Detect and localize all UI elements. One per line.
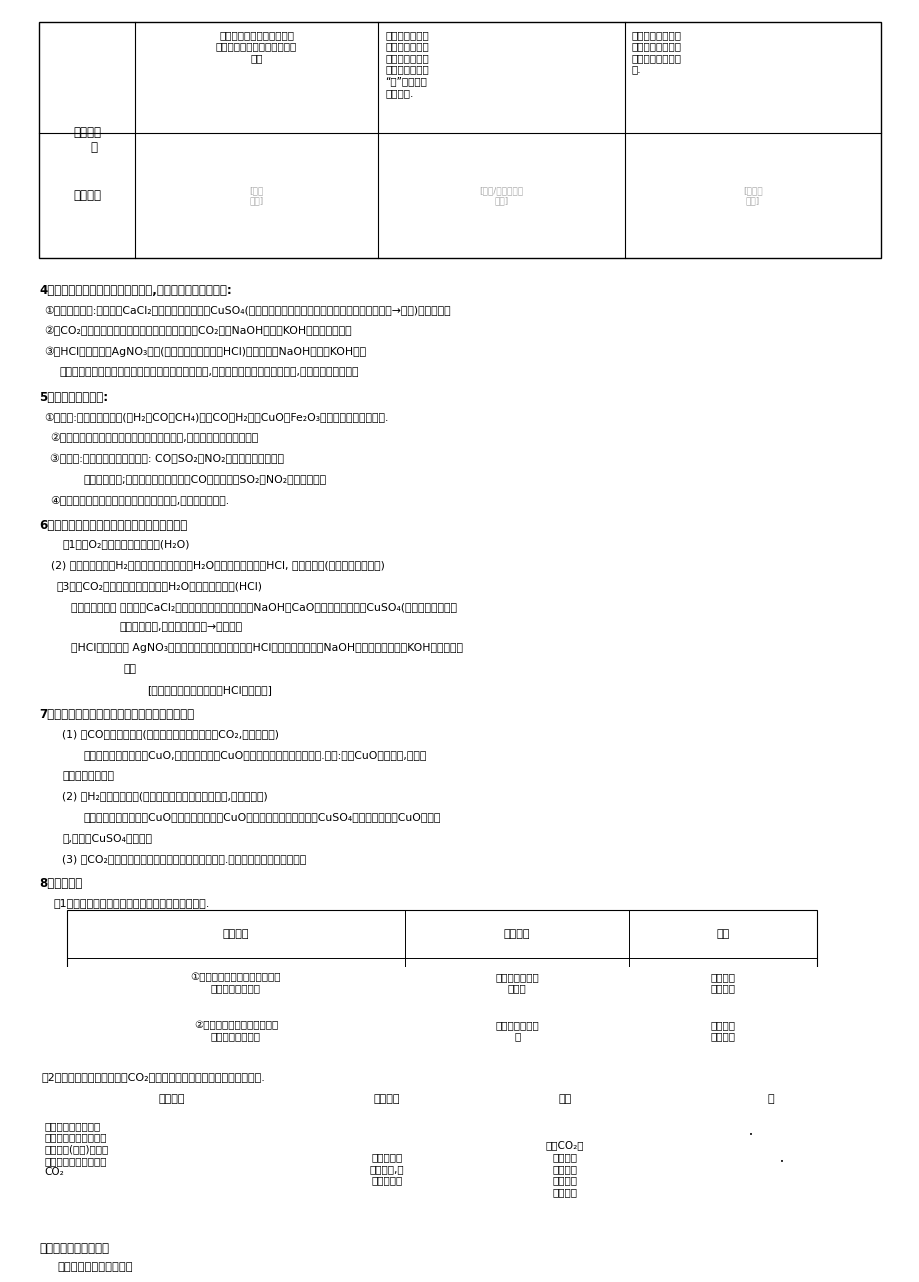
Text: 实验步骤: 实验步骤 (158, 1094, 185, 1104)
Text: ④防倒吸：加热法制取并用排水法收集气体,要注意熄灯顺序.: ④防倒吸：加热法制取并用排水法收集气体,要注意熄灯顺序. (51, 495, 229, 505)
Text: 将燃着的木条靠近
集气瓶口，若木条
熄灭，说明已收集
满.: 将燃着的木条靠近 集气瓶口，若木条 熄灭，说明已收集 满. (631, 29, 681, 74)
Text: 色,且无水CuSO₄变蓝色。: 色,且无水CuSO₄变蓝色。 (62, 833, 152, 842)
Text: ①除水蒸气可用:浓流酸、CaCl₂固体、碱石灰、无水CuSO₄(并且可以检验杂质中有无水蒸气，有则颜色由白色→蓝色)、生石灰等: ①除水蒸气可用:浓流酸、CaCl₂固体、碱石灰、无水CuSO₄(并且可以检验杂质… (44, 305, 450, 315)
Text: 石灰水要变浑浊。: 石灰水要变浑浊。 (62, 770, 114, 781)
Text: ①将蜡烛点燃，在火焰上方单一
个干燥洁净的烧杯: ①将蜡烛点燃，在火焰上方单一 个干燥洁净的烧杯 (190, 972, 281, 994)
Text: 将混合气体通入灼热的CuO,再将经过灼热的CuO的混合气体通入澄清石灰水.现象:黑色CuO变成红色,且澄清: 将混合气体通入灼热的CuO,再将经过灼热的CuO的混合气体通入澄清石灰水.现象:… (83, 750, 426, 760)
Text: 中有无水蒸气,有则颜色由白色→蓝色）等: 中有无水蒸气,有则颜色由白色→蓝色）等 (119, 622, 243, 632)
Text: 5、实验注意的地方:: 5、实验注意的地方: (40, 391, 108, 404)
Text: 阶梯下层的
蜡烛先灭,上
层的后灭。: 阶梯下层的 蜡烛先灭,上 层的后灭。 (369, 1153, 403, 1186)
Text: 通风厨中进行;并要注意尾气的处理：CO点燃烧掉；SO₂、NO₂用碱液吸收。: 通风厨中进行;并要注意尾气的处理：CO点燃烧掉；SO₂、NO₂用碱液吸收。 (83, 474, 326, 485)
Text: 用拇指堵住倒置
已收集满氢气的
试管，靠近火焰
移开手指，若为
“噗”的一声，
说明已纯.: 用拇指堵住倒置 已收集满氢气的 试管，靠近火焰 移开手指，若为 “噗”的一声， … (384, 29, 428, 97)
Text: 实验现象: 实验现象 (504, 929, 530, 940)
Text: ②除CO₂可用：澄清石灰水（可检验出杂质中有无CO₂）、NaOH溶液、KOH溶液、碱石灰等: ②除CO₂可用：澄清石灰水（可检验出杂质中有无CO₂）、NaOH溶液、KOH溶液… (44, 326, 351, 336)
Text: •: • (748, 1132, 752, 1138)
Bar (67, 910, 816, 1055)
Text: 体）: 体） (123, 664, 136, 674)
Text: ③除HCl气体可用：AgNO₃溶液(可检验出杂质中有无HCl)、石灰水、NaOH溶液、KOH溶液: ③除HCl气体可用：AgNO₃溶液(可检验出杂质中有无HCl)、石灰水、NaOH… (44, 346, 366, 356)
Bar (40, 1085, 879, 1224)
Text: (1) 有CO的验证方法：(先验证混合气体中是否有CO₂,有则先除掉): (1) 有CO的验证方法：(先验证混合气体中是否有CO₂,有则先除掉) (62, 729, 278, 740)
Text: [过滤/有孔塑料板
装置]: [过滤/有孔塑料板 装置] (479, 186, 523, 205)
Text: 检验、鉴别、推断的含义: 检验、鉴别、推断的含义 (58, 1263, 133, 1272)
Text: 证明蜡烛
有氢元素: 证明蜡烛 有氢元素 (709, 972, 734, 994)
Text: 结论: 结论 (558, 1094, 572, 1104)
Text: ②防暴沸：稀释浓硫酸时，将浓硫酸倒入水中,不能把水倒入浓硫酸中。: ②防暴沸：稀释浓硫酸时，将浓硫酸倒入水中,不能把水倒入浓硫酸中。 (51, 432, 258, 444)
Text: 烧杯内壁有小水
珠生成: 烧杯内壁有小水 珠生成 (494, 972, 539, 994)
Text: 除HCl气体的试剂 AgNO₃溶液（并可检验出杂质中有无HCl）、澄清石灰水、NaOH溶液（或固体）、KOH溶液（或固: 除HCl气体的试剂 AgNO₃溶液（并可检验出杂质中有无HCl）、澄清石灰水、N… (72, 644, 463, 653)
Text: 实验步骤: 实验步骤 (222, 929, 249, 940)
Text: 澄清石灰水交浑
浊: 澄清石灰水交浑 浊 (494, 1020, 539, 1041)
Text: 验满或验
    纯: 验满或验 纯 (74, 126, 101, 154)
Text: （3）制CO₂要除的杂质：水蒸气（H₂O）、氯化氢气体(HCl): （3）制CO₂要除的杂质：水蒸气（H₂O）、氯化氢气体(HCl) (57, 581, 263, 591)
Text: 把两支蜡烛放到具有
阶梯的架上，把此架放
在烧杯里(如图)，点燃
蜡烛，再沿烧杯壁倾倒
CO₂: 把两支蜡烛放到具有 阶梯的架上，把此架放 在烧杯里(如图)，点燃 蜡烛，再沿烧杯… (45, 1120, 109, 1177)
Text: (2) 用盐酸和锌粒制H₂要除的杂质：水蒸气（H₂O）、氯化氢气体（HCl, 盐酸酸雾）(用稀硫酸没此杂质): (2) 用盐酸和锌粒制H₂要除的杂质：水蒸气（H₂O）、氯化氢气体（HCl, 盐… (51, 560, 385, 570)
Text: 6、实验室制取三大气体中常见的要除的杂质：: 6、实验室制取三大气体中常见的要除的杂质： (40, 519, 187, 532)
Text: ①防爆炸:点燃可燃性气体(如H₂、CO、CH₄)或用CO、H₂还原CuO、Fe₂O₃之前，要检验气体纯度.: ①防爆炸:点燃可燃性气体(如H₂、CO、CH₄)或用CO、H₂还原CuO、Fe₂… (44, 412, 388, 422)
Text: [蒸馏
装置]: [蒸馏 装置] (249, 186, 264, 205)
Text: 证明CO₂具
有不支持
燃烧和密
度比空气
大的性质: 证明CO₂具 有不支持 燃烧和密 度比空气 大的性质 (545, 1141, 584, 1197)
Text: 将混合气体通入灼热的CuO，再将经过灼热的CuO的混合气体通入盛有无水CuSO₄中。现象：黑色CuO变成红: 将混合气体通入灼热的CuO，再将经过灼热的CuO的混合气体通入盛有无水CuSO₄… (83, 812, 440, 822)
Text: (2) 有H₂的验证方法：(先验证混合气体中是否有水份,有则先除掉): (2) 有H₂的验证方法：(先验证混合气体中是否有水份,有则先除掉) (62, 791, 267, 801)
Text: [集气瓶
装置]: [集气瓶 装置] (742, 186, 762, 205)
Text: ②在蜡烛火焰上方罩一个蘸有
澄清石灰水的烧杯: ②在蜡烛火焰上方罩一个蘸有 澄清石灰水的烧杯 (194, 1020, 278, 1041)
Text: ③防中毒:进行有关有毒气体（如: CO、SO₂、NO₂）的性质实验时，在: ③防中毒:进行有关有毒气体（如: CO、SO₂、NO₂）的性质实验时，在 (51, 454, 284, 464)
Text: （1）试设计一个实验证明蜡烛中含有碳氢两种元素.: （1）试设计一个实验证明蜡烛中含有碳氢两种元素. (53, 899, 210, 908)
Text: 图: 图 (766, 1094, 774, 1104)
Text: [生石灰、碱石灰也可以跟HCl气体反应]: [生石灰、碱石灰也可以跟HCl气体反应] (147, 685, 272, 695)
Text: 4、实验用到的气体要求是比较纯净,除去常见杂质具体方法:: 4、实验用到的气体要求是比较纯净,除去常见杂质具体方法: (40, 285, 232, 297)
Text: (3) 有CO₂的验证方法：将混合气体通入澄清石灰水.现象：澄清石灰水交浑浊。: (3) 有CO₂的验证方法：将混合气体通入澄清石灰水.现象：澄清石灰水交浑浊。 (62, 854, 306, 864)
Text: 证明蜡烛
有碳元素: 证明蜡烛 有碳元素 (709, 1020, 734, 1041)
Text: 除水蒸气的试剂 浓流酸、CaCl₂固体、碱石灰（主要成份是NaOH和CaO）、生石灰、无水CuSO₄(并且可以检验杂质: 除水蒸气的试剂 浓流酸、CaCl₂固体、碱石灰（主要成份是NaOH和CaO）、生… (72, 601, 457, 612)
Text: •: • (779, 1159, 783, 1165)
Text: 二、物质的鉴别和推断: 二、物质的鉴别和推断 (40, 1241, 109, 1255)
Text: （1）制O₂要除的杂质：水蒸气(H₂O): （1）制O₂要除的杂质：水蒸气(H₂O) (62, 540, 189, 550)
Text: 除气体杂质的原则：用某物质吸收杂质或跟杂质反应,但不能吸收或跟有效成份反应,或者生成新的杂质。: 除气体杂质的原则：用某物质吸收杂质或跟杂质反应,但不能吸收或跟有效成份反应,或者… (60, 368, 358, 377)
Bar (40, 22, 879, 259)
Text: 实验现象: 实验现象 (373, 1094, 400, 1104)
Text: 实验装置: 实验装置 (74, 190, 101, 203)
Text: 将带火星的木条靠近集气瓶
口，若木条复燃，说明已收集
满。: 将带火星的木条靠近集气瓶 口，若木条复燃，说明已收集 满。 (216, 29, 297, 63)
Text: 结论: 结论 (716, 929, 729, 940)
Text: 8、设计实验: 8、设计实验 (40, 877, 83, 891)
Text: 7、常用实验方法来验证混合气体里含有某种气体: 7、常用实验方法来验证混合气体里含有某种气体 (40, 709, 194, 722)
Text: （2）试设计一个实验来证明CO₂具有不支持燃烧和密度比空气大的性质.: （2）试设计一个实验来证明CO₂具有不支持燃烧和密度比空气大的性质. (41, 1072, 265, 1082)
